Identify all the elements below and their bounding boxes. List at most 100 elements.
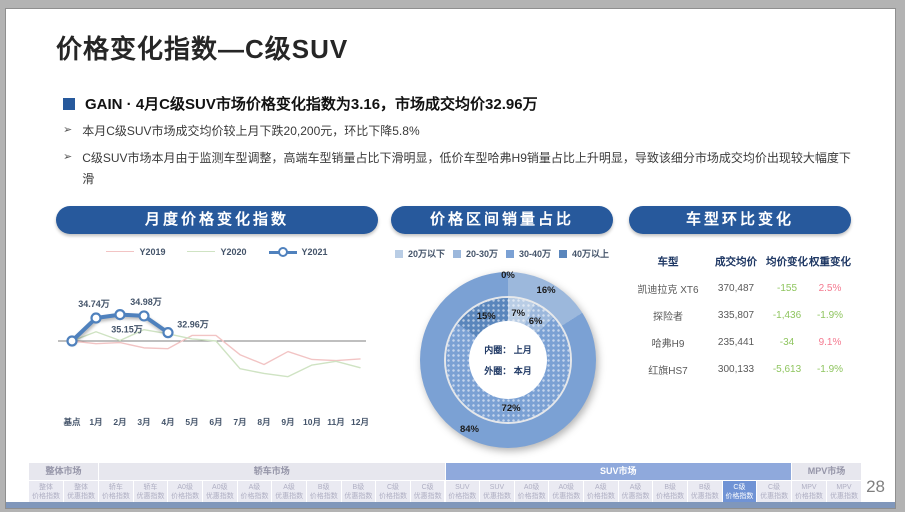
footer-group: 轿车市场 轿车 价格指数 轿车 优惠指数 A0级 价格指数 A0级 优惠指数 A级 价格指数 A级 优惠… <box>99 463 445 505</box>
footer-tab-SUV-价格指数[interactable]: SUV 价格指数 <box>445 481 480 505</box>
page-number: 28 <box>866 477 885 496</box>
footer-tab-C级-价格指数[interactable]: C级 价格指数 <box>376 481 410 505</box>
table-cell: -1.9% <box>816 364 844 375</box>
svg-text:8月: 8月 <box>257 417 270 427</box>
footer-tab-A0级-价格指数[interactable]: A0级 价格指数 <box>514 481 549 505</box>
footer-tab-A0级-优惠指数[interactable]: A0级 优惠指数 <box>549 481 584 505</box>
footer-tabs-row: SUV 价格指数 SUV 优惠指数 A0级 价格指数 A0级 优惠指数 A级 价格指数 A级 优惠指数… <box>445 481 791 505</box>
table-cell: 哈弗H9 <box>651 339 685 350</box>
footer-group-label: 轿车市场 <box>99 463 445 480</box>
footer-tab-B级-价格指数[interactable]: B级 价格指数 <box>306 481 341 505</box>
footer-tab-A0级-优惠指数[interactable]: A0级 优惠指数 <box>203 481 237 505</box>
footer-tab-A级-价格指数[interactable]: A级 价格指数 <box>237 481 272 505</box>
table-cell: 9.1% <box>818 337 842 348</box>
footer-tab-B级-优惠指数[interactable]: B级 优惠指数 <box>687 481 722 505</box>
table-cell: -5,613 <box>772 364 802 375</box>
donut-label: 16% <box>536 284 556 296</box>
table-header-cell: 车型 <box>657 256 679 268</box>
svg-text:基点: 基点 <box>62 417 81 427</box>
svg-text:34.74万: 34.74万 <box>78 299 110 309</box>
footer-tab-A级-优惠指数[interactable]: A级 优惠指数 <box>272 481 306 505</box>
footer-group: MPV市场 MPV 价格指数 MPV 优惠指数 <box>791 463 862 505</box>
legend-item-Y2019: Y2019 <box>106 247 165 257</box>
table-row: 红旗HS7 300,133 -5,613 -1.9% <box>629 356 851 383</box>
svg-text:12月: 12月 <box>351 417 369 427</box>
donut-legend-item: 20-30万 <box>452 247 498 260</box>
footer-tabs-row: 整体 价格指数 整体 优惠指数 <box>29 481 99 505</box>
footer-tab-整体-价格指数[interactable]: 整体 价格指数 <box>29 481 64 505</box>
footer-tab-C级-价格指数[interactable]: C级 价格指数 <box>722 481 757 505</box>
table-header-row: 车型 成交均价 均价变化 权重变化 <box>629 248 852 275</box>
svg-text:35.15万: 35.15万 <box>111 325 143 335</box>
bottom-accent-strip <box>6 502 895 508</box>
bullet-2: ➢ C级SUV市场本月由于监测车型调整，高端车型销量占比下滑明显，低价车型哈弗H… <box>63 148 853 190</box>
footer-tab-A0级-价格指数[interactable]: A0级 价格指数 <box>168 481 202 505</box>
model-change-table: 车型 成交均价 均价变化 权重变化 凯迪拉克 XT6 370,487 -155 2.5% 探险者… <box>629 248 851 383</box>
panel-title-pill: 价格区间销量占比 <box>391 206 613 234</box>
footer-nav: 整体市场 整体 价格指数 整体 优惠指数 轿车市场 轿车 价格指数 轿车 优惠指数 A0级 价格指数 A… <box>29 463 862 505</box>
donut-label: 0% <box>501 270 515 281</box>
svg-text:1月: 1月 <box>89 417 102 427</box>
donut-center: 内圈： 上月 外圈： 本月 <box>469 321 547 399</box>
donut-label: 84% <box>459 424 479 436</box>
line-chart-area: 34.74万 35.15万 34.98万 32.96万 基点 1月 2月 3月 4月 5月 6月 7月… <box>56 259 378 436</box>
table-row: 哈弗H9 235,441 -34 9.1% <box>629 329 851 356</box>
line-chart-legend: Y2019 Y2020 Y2021 <box>56 247 378 257</box>
table-row: 探险者 335,807 -1,436 -1.9% <box>629 302 851 329</box>
footer-tab-MPV-优惠指数[interactable]: MPV 优惠指数 <box>826 481 862 505</box>
table-cell: 红旗HS7 <box>648 366 688 377</box>
footer-tab-A级-优惠指数[interactable]: A级 优惠指数 <box>618 481 653 505</box>
footer-tab-B级-优惠指数[interactable]: B级 优惠指数 <box>341 481 376 505</box>
table-header-cell: 均价变化 <box>766 256 808 268</box>
headline: GAIN · 4月C级SUV市场价格变化指数为3.16，市场成交均价32.96万 <box>63 93 538 114</box>
donut-legend-item: 30-40万 <box>506 247 551 260</box>
footer-tab-轿车-价格指数[interactable]: 轿车 价格指数 <box>99 481 133 505</box>
svg-text:2月: 2月 <box>113 417 126 427</box>
svg-text:5月: 5月 <box>185 417 198 427</box>
footer-tab-MPV-价格指数[interactable]: MPV 价格指数 <box>791 481 826 505</box>
table-header-cell: 成交均价 <box>715 256 757 268</box>
table-cell: -1.9% <box>816 310 844 321</box>
footer-tab-SUV-优惠指数[interactable]: SUV 优惠指数 <box>480 481 514 505</box>
table-cell: 2.5% <box>818 283 842 294</box>
svg-text:10月: 10月 <box>303 417 321 427</box>
donut-label: 15% <box>476 311 496 323</box>
footer-group-label: 整体市场 <box>29 463 99 480</box>
footer-tab-轿车-优惠指数[interactable]: 轿车 优惠指数 <box>133 481 168 505</box>
table-cell: 370,487 <box>717 283 755 294</box>
svg-text:7月: 7月 <box>233 417 246 427</box>
panel-title-pill: 月度价格变化指数 <box>56 206 378 234</box>
donut-chart: 内圈： 上月 外圈： 本月 0% 16% 84% 7% 6% 72% 15% <box>420 270 596 448</box>
svg-text:3月: 3月 <box>137 417 150 427</box>
slide: 价格变化指数—C级SUV GAIN · 4月C级SUV市场价格变化指数为3.16… <box>5 8 896 509</box>
panel-monthly-price-index: 月度价格变化指数 Y2019 Y2020 Y2021 34.74万 35.15万 34.… <box>56 206 378 436</box>
donut-center-line-1: 内圈： 上月 <box>484 345 532 355</box>
footer-group-label: SUV市场 <box>445 463 791 480</box>
footer-tab-C级-优惠指数[interactable]: C级 优惠指数 <box>410 481 445 505</box>
svg-text:4月: 4月 <box>161 417 174 427</box>
donut-center-line-2: 外圈： 本月 <box>484 366 532 376</box>
svg-text:11月: 11月 <box>327 417 345 427</box>
footer-tab-C级-优惠指数[interactable]: C级 优惠指数 <box>757 481 791 505</box>
headline-text: GAIN · 4月C级SUV市场价格变化指数为3.16，市场成交均价32.96万 <box>85 96 538 113</box>
donut-label: 6% <box>528 315 543 327</box>
footer-tab-整体-优惠指数[interactable]: 整体 优惠指数 <box>64 481 99 505</box>
svg-text:34.98万: 34.98万 <box>130 297 162 307</box>
footer-tab-B级-价格指数[interactable]: B级 价格指数 <box>653 481 687 505</box>
bullet-1-text: 本月C级SUV市场成交均价较上月下跌20,200元，环比下降5.8% <box>82 124 420 138</box>
table-cell: 探险者 <box>653 312 683 323</box>
table-row: 凯迪拉克 XT6 370,487 -155 2.5% <box>629 275 851 302</box>
table-cell: 凯迪拉克 XT6 <box>637 285 699 296</box>
footer-tabs-row: MPV 价格指数 MPV 优惠指数 <box>791 481 862 505</box>
legend-item-Y2020: Y2020 <box>187 247 247 257</box>
svg-text:9月: 9月 <box>281 417 294 427</box>
footer-tab-A级-价格指数[interactable]: A级 价格指数 <box>584 481 618 505</box>
footer-tabs-row: 轿车 价格指数 轿车 优惠指数 A0级 价格指数 A0级 优惠指数 A级 价格指数 A级 优惠指数 B级… <box>99 481 445 505</box>
square-bullet-icon <box>63 97 75 110</box>
svg-text:32.96万: 32.96万 <box>177 320 209 330</box>
panel-price-range-share: 价格区间销量占比 20万以下 20-30万 30-40万 40万以上 内圈： 上月 外… <box>391 206 613 448</box>
table-cell: 235,441 <box>717 337 755 348</box>
donut-legend: 20万以下 20-30万 30-40万 40万以上 <box>391 247 613 260</box>
